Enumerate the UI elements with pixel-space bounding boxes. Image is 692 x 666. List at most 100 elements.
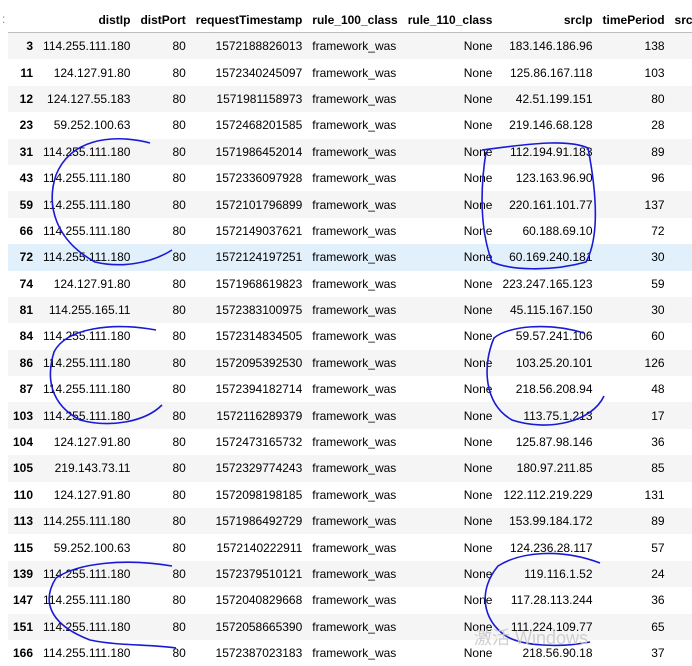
cell-rule-110-class: None	[403, 455, 498, 481]
cell-srcl	[670, 297, 692, 323]
cell-rule-100-class: framework_was	[307, 139, 402, 165]
cell-srcl	[670, 614, 692, 640]
cell-srcip: 218.56.208.94	[497, 376, 597, 402]
cell-timeperiod: 72	[598, 218, 670, 244]
column-header-timeperiod[interactable]: timePeriod	[598, 8, 670, 33]
cell-distip: 114.255.111.180	[38, 244, 135, 270]
cell-srcl	[670, 244, 692, 270]
cell-srcip: 219.146.68.128	[497, 112, 597, 138]
cell-srcip: 183.146.186.96	[497, 33, 597, 60]
row-index: 84	[8, 323, 38, 349]
cell-rule-110-class: None	[403, 508, 498, 534]
cell-rule-100-class: framework_was	[307, 376, 402, 402]
column-header-rule-110-class[interactable]: rule_110_class	[403, 8, 498, 33]
cell-distip: 114.255.111.180	[38, 376, 135, 402]
row-index: 151	[8, 614, 38, 640]
cell-rule-110-class: None	[403, 482, 498, 508]
row-index: 113	[8, 508, 38, 534]
cell-distip: 114.255.111.180	[38, 508, 135, 534]
cell-timeperiod: 37	[598, 640, 670, 666]
cell-srcl	[670, 429, 692, 455]
row-index: 166	[8, 640, 38, 666]
cell-srcl	[670, 323, 692, 349]
row-index: 147	[8, 587, 38, 613]
cell-distip: 114.255.111.180	[38, 640, 135, 666]
cell-rule-100-class: framework_was	[307, 323, 402, 349]
cell-distip: 114.255.111.180	[38, 561, 135, 587]
cell-rule-100-class: framework_was	[307, 191, 402, 217]
cell-rule-100-class: framework_was	[307, 218, 402, 244]
cell-srcip: 45.115.167.150	[497, 297, 597, 323]
cell-srcl	[670, 482, 692, 508]
cell-rule-110-class: None	[403, 139, 498, 165]
cell-srcl	[670, 402, 692, 428]
cell-distport: 80	[135, 587, 190, 613]
column-header-index[interactable]	[8, 8, 38, 33]
cell-srcip: 59.57.241.106	[497, 323, 597, 349]
cell-distip: 114.255.111.180	[38, 191, 135, 217]
column-header-requesttimestamp[interactable]: requestTimestamp	[191, 8, 307, 33]
cell-requesttimestamp: 1572058665390	[191, 614, 307, 640]
cell-srcip: 125.87.98.146	[497, 429, 597, 455]
column-header-srcip[interactable]: srcIp	[497, 8, 597, 33]
cell-rule-100-class: framework_was	[307, 587, 402, 613]
cell-rule-100-class: framework_was	[307, 350, 402, 376]
row-index: 31	[8, 139, 38, 165]
cell-distip: 114.255.111.180	[38, 139, 135, 165]
cell-distip: 124.127.91.80	[38, 482, 135, 508]
cell-distip: 124.127.55.183	[38, 86, 135, 112]
cell-srcl	[670, 112, 692, 138]
cell-distip: 59.252.100.63	[38, 112, 135, 138]
cell-requesttimestamp: 1572124197251	[191, 244, 307, 270]
column-header-distport[interactable]: distPort	[135, 8, 190, 33]
cell-timeperiod: 137	[598, 191, 670, 217]
row-index: 72	[8, 244, 38, 270]
cell-distport: 80	[135, 376, 190, 402]
cell-srcip: 113.75.1.213	[497, 402, 597, 428]
cell-rule-100-class: framework_was	[307, 640, 402, 666]
cell-distip: 124.127.91.80	[38, 59, 135, 85]
cell-srcl	[670, 455, 692, 481]
column-header-rule-100-class[interactable]: rule_100_class	[307, 8, 402, 33]
cell-distport: 80	[135, 429, 190, 455]
cell-requesttimestamp: 1572336097928	[191, 165, 307, 191]
row-index: 139	[8, 561, 38, 587]
cell-distip: 59.252.100.63	[38, 534, 135, 560]
cell-requesttimestamp: 1571968619823	[191, 271, 307, 297]
cell-requesttimestamp: 1572149037621	[191, 218, 307, 244]
row-index: 87	[8, 376, 38, 402]
cell-rule-110-class: None	[403, 86, 498, 112]
cell-distport: 80	[135, 640, 190, 666]
column-header-distip[interactable]: distIp	[38, 8, 135, 33]
column-header-srcl[interactable]: srcl	[670, 8, 692, 33]
cell-distip: 124.127.91.80	[38, 429, 135, 455]
row-index: 43	[8, 165, 38, 191]
cell-srcl	[670, 165, 692, 191]
cell-srcip: 223.247.165.123	[497, 271, 597, 297]
row-index: 59	[8, 191, 38, 217]
